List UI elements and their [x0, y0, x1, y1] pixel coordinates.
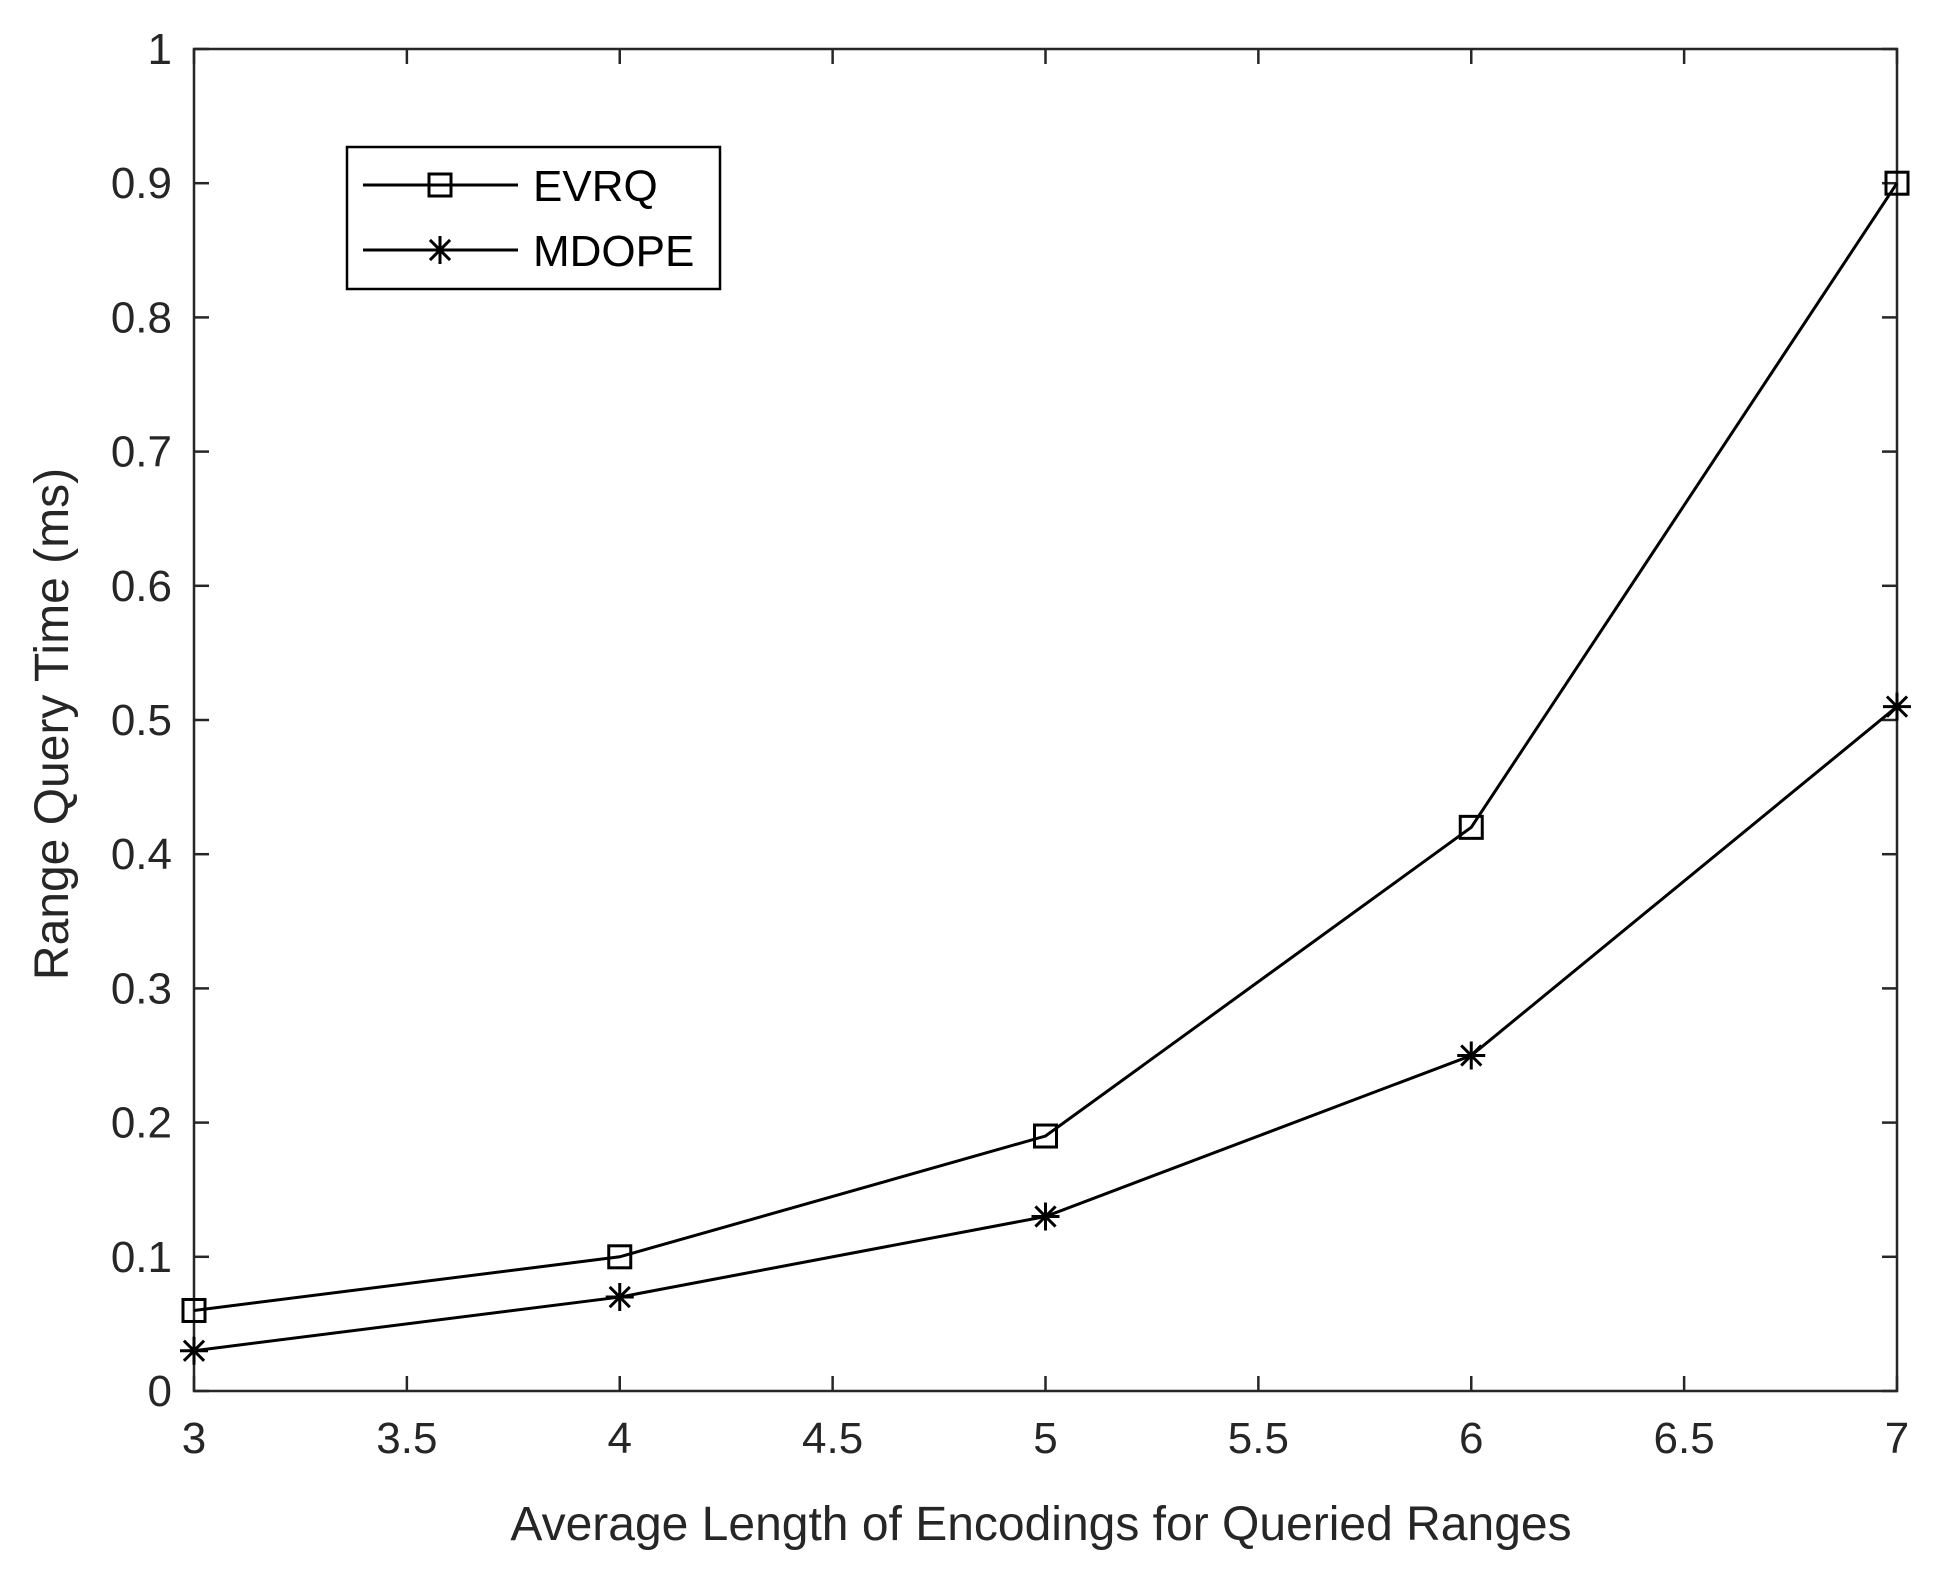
- data-point-mdope: [605, 1283, 634, 1312]
- y-tick-label: 0.5: [111, 696, 172, 745]
- legend-items: EVRQ MDOPE: [363, 162, 694, 276]
- x-tick-label: 7: [1885, 1414, 1909, 1463]
- x-tick-label: 5: [1033, 1414, 1057, 1463]
- series-line-evrq: [193, 182, 1899, 1312]
- data-point-evrq: [181, 1297, 207, 1323]
- series-line-mdope: [193, 705, 1898, 1353]
- data-point-evrq: [1458, 814, 1484, 840]
- x-axis-label: Average Length of Encodings for Queried …: [510, 1498, 1571, 1551]
- series-layer: [180, 170, 1911, 1365]
- y-tick-label: 0.2: [111, 1099, 172, 1148]
- x-tick-label: 4: [608, 1414, 632, 1463]
- x-tick-label: 3: [182, 1414, 206, 1463]
- x-tick-label: 3.5: [376, 1414, 437, 1463]
- data-point-mdope: [1883, 692, 1911, 721]
- y-tick-label: 0.6: [111, 562, 172, 611]
- legend-box: [345, 145, 722, 291]
- x-tick-label: 5.5: [1228, 1414, 1289, 1463]
- x-tick-label: 6: [1459, 1414, 1483, 1463]
- x-axis: 3 3.5 4 4.5 5 5.5 6 6.5 7: [182, 49, 1909, 1463]
- y-tick-label: 0.1: [111, 1233, 172, 1282]
- y-tick-label: 0.4: [111, 830, 172, 879]
- data-point-evrq: [1033, 1123, 1058, 1149]
- legend: EVRQ MDOPE: [345, 145, 722, 291]
- y-tick-label: 1: [148, 25, 172, 74]
- legend-marker: [426, 236, 454, 264]
- y-tick-label: 0.9: [111, 159, 172, 208]
- y-tick-label: 0.7: [111, 428, 172, 477]
- x-tick-label: 4.5: [802, 1414, 863, 1463]
- data-point-evrq: [1884, 170, 1910, 196]
- data-point-mdope: [180, 1336, 208, 1365]
- y-tick-label: 0.8: [111, 293, 172, 342]
- y-tick-label: 0: [148, 1367, 172, 1416]
- y-tick-label: 0.3: [111, 964, 172, 1013]
- y-axis: 0 0.1 0.2 0.3 0.4 0.5 0.6 0.7 0.8 0.9 1: [111, 25, 1897, 1416]
- legend-label: MDOPE: [533, 227, 694, 276]
- data-point-evrq: [607, 1244, 633, 1270]
- y-axis-label: Range Query Time (ms): [26, 468, 79, 980]
- legend-marker: [427, 172, 453, 198]
- x-tick-label: 6.5: [1654, 1414, 1715, 1463]
- data-point-mdope: [1457, 1041, 1486, 1070]
- legend-label: EVRQ: [533, 162, 658, 211]
- data-point-mdope: [1031, 1202, 1060, 1231]
